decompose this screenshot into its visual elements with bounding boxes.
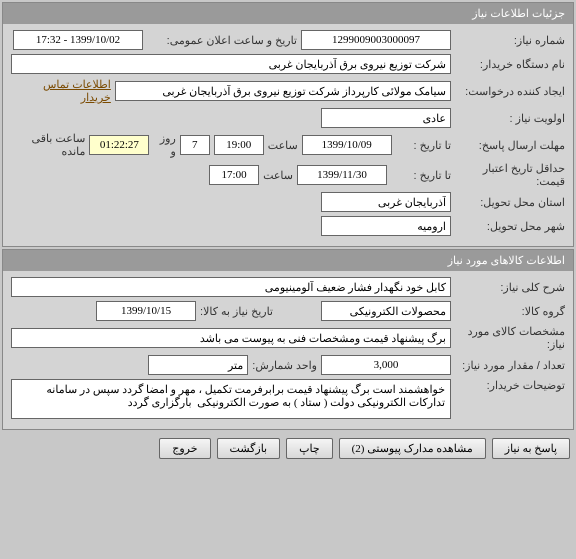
deadline-date-field <box>302 135 392 155</box>
desc-label: شرح کلی نیاز: <box>455 281 565 294</box>
priority-field <box>321 108 451 128</box>
attachments-button[interactable]: مشاهده مدارک پیوستی (2) <box>339 438 486 459</box>
unit-label: واحد شمارش: <box>252 359 317 372</box>
days-unit: روز و <box>153 132 175 158</box>
notes-label: توضیحات خریدار: <box>455 379 565 392</box>
to-date-label: تا تاریخ : <box>396 139 451 152</box>
need-no-label: شماره نیاز: <box>455 34 565 47</box>
to-date-label-2: تا تاریخ : <box>391 169 451 182</box>
city-label: شهر محل تحویل: <box>455 220 565 233</box>
panel2-header: اطلاعات کالاهای مورد نیاز <box>3 250 573 271</box>
exit-button[interactable]: خروج <box>159 438 210 459</box>
min-valid-label: حداقل تاریخ اعتبار قیمت: <box>455 162 565 188</box>
remain-label: ساعت باقی مانده <box>11 132 85 158</box>
contact-link[interactable]: اطلاعات تماس خریدار <box>11 78 111 104</box>
days-field <box>180 135 210 155</box>
pub-date-label: تاریخ و ساعت اعلان عمومی: <box>147 34 297 47</box>
unit-field <box>148 355 248 375</box>
countdown-field <box>89 135 149 155</box>
need-date-label: تاریخ نیاز به کالا: <box>200 305 273 318</box>
panel1-header: جزئیات اطلاعات نیاز <box>3 3 573 24</box>
buyer-label: نام دستگاه خریدار: <box>455 58 565 71</box>
desc-field <box>11 277 451 297</box>
button-bar: پاسخ به نیاز مشاهده مدارک پیوستی (2) چاپ… <box>0 432 576 465</box>
spec-label: مشخصات کالای مورد نیاز: <box>455 325 565 351</box>
creator-label: ایجاد کننده درخواست: <box>455 85 565 98</box>
time-label-2: ساعت <box>263 169 293 182</box>
notes-field <box>11 379 451 419</box>
priority-label: اولویت نیاز : <box>455 112 565 125</box>
buyer-field <box>11 54 451 74</box>
group-field <box>321 301 451 321</box>
province-field <box>321 192 451 212</box>
deadline-label: مهلت ارسال پاسخ: <box>455 139 565 152</box>
need-date-field <box>96 301 196 321</box>
qty-label: تعداد / مقدار مورد نیاز: <box>455 359 565 372</box>
creator-field <box>115 81 451 101</box>
pub-date-field <box>13 30 143 50</box>
spec-field <box>11 328 451 348</box>
min-valid-date-field <box>297 165 387 185</box>
time-label-1: ساعت <box>268 139 298 152</box>
group-label: گروه کالا: <box>455 305 565 318</box>
back-button[interactable]: بازگشت <box>217 438 281 459</box>
deadline-time-field <box>214 135 264 155</box>
need-no-field[interactable] <box>301 30 451 50</box>
print-button[interactable]: چاپ <box>286 438 333 459</box>
province-label: استان محل تحویل: <box>455 196 565 209</box>
respond-button[interactable]: پاسخ به نیاز <box>492 438 570 459</box>
city-field <box>321 216 451 236</box>
qty-field <box>321 355 451 375</box>
min-valid-time-field <box>209 165 259 185</box>
